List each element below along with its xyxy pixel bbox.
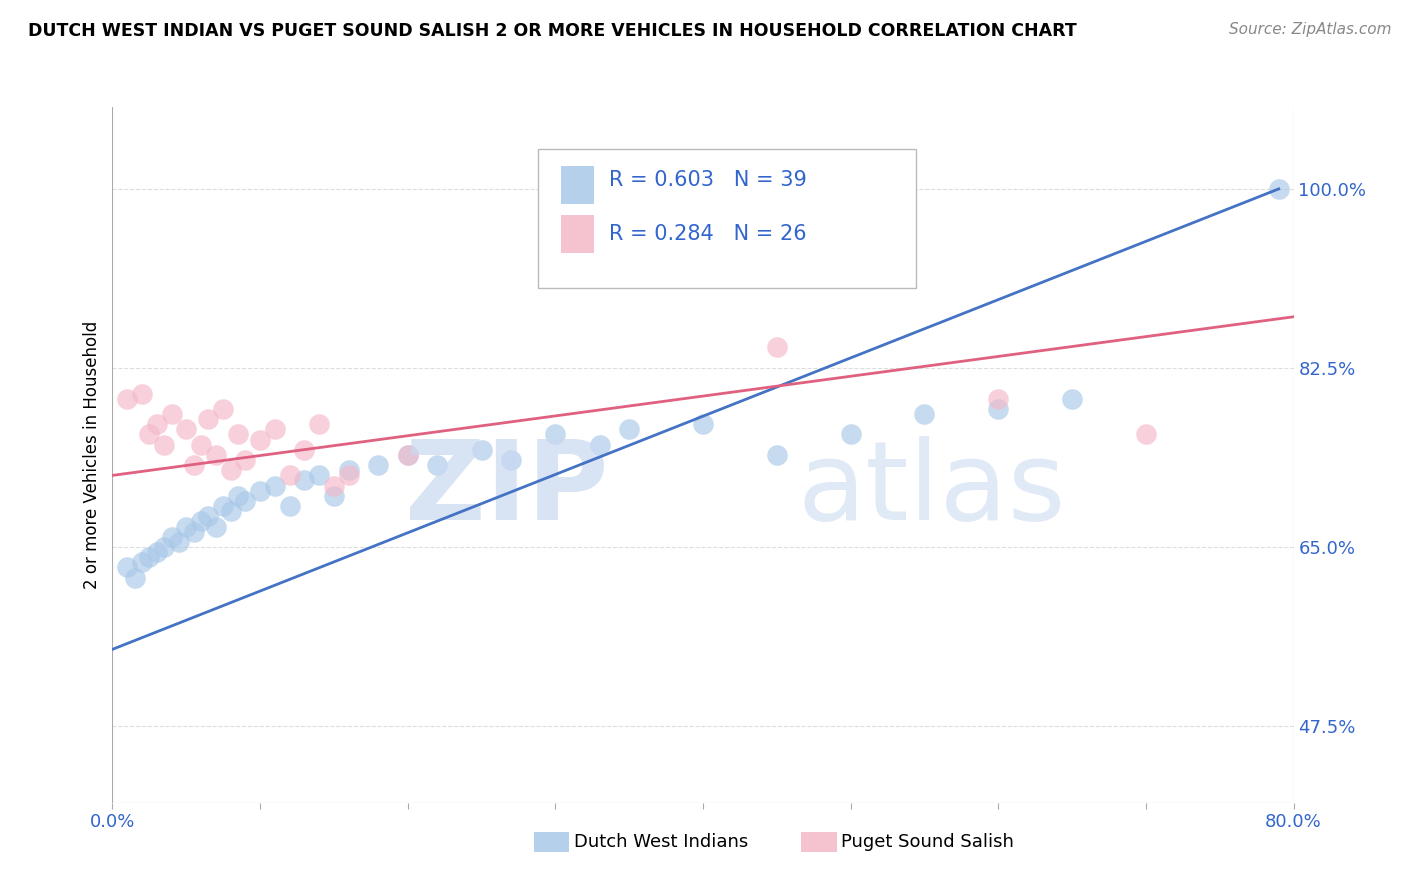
- Point: [117, 560, 138, 574]
- Point: [292, 442, 315, 457]
- Point: [226, 489, 249, 503]
- Point: [146, 545, 169, 559]
- Point: [396, 448, 419, 462]
- Point: [226, 427, 249, 442]
- Y-axis label: 2 or more Vehicles in Household: 2 or more Vehicles in Household: [83, 321, 101, 589]
- Point: [138, 427, 160, 442]
- Point: [766, 448, 789, 462]
- Point: [588, 438, 610, 452]
- Point: [167, 534, 190, 549]
- Point: [308, 417, 330, 432]
- Point: [183, 458, 205, 472]
- Point: [219, 463, 242, 477]
- Text: Puget Sound Salish: Puget Sound Salish: [841, 833, 1014, 851]
- Point: [249, 433, 271, 447]
- Text: R = 0.284   N = 26: R = 0.284 N = 26: [609, 225, 806, 244]
- Point: [190, 438, 212, 452]
- Point: [987, 401, 1010, 416]
- Point: [160, 530, 183, 544]
- Point: [264, 478, 287, 492]
- Point: [367, 458, 389, 472]
- Point: [278, 468, 301, 483]
- Point: [308, 468, 330, 483]
- Point: [174, 422, 197, 436]
- Point: [219, 504, 242, 518]
- Point: [501, 453, 523, 467]
- Point: [264, 422, 287, 436]
- Point: [766, 341, 789, 355]
- Point: [205, 519, 228, 533]
- Point: [197, 412, 219, 426]
- Text: DUTCH WEST INDIAN VS PUGET SOUND SALISH 2 OR MORE VEHICLES IN HOUSEHOLD CORRELAT: DUTCH WEST INDIAN VS PUGET SOUND SALISH …: [28, 22, 1077, 40]
- Point: [160, 407, 183, 421]
- Point: [212, 401, 235, 416]
- Point: [323, 478, 346, 492]
- Text: R = 0.603   N = 39: R = 0.603 N = 39: [609, 170, 807, 190]
- Point: [233, 453, 256, 467]
- Point: [117, 392, 138, 406]
- Point: [124, 571, 146, 585]
- Point: [138, 550, 160, 565]
- Point: [212, 499, 235, 513]
- Point: [174, 519, 197, 533]
- Point: [153, 438, 176, 452]
- Point: [131, 386, 153, 401]
- Point: [337, 463, 360, 477]
- Text: atlas: atlas: [797, 436, 1066, 543]
- Point: [692, 417, 714, 432]
- Point: [1062, 392, 1084, 406]
- Point: [153, 540, 176, 554]
- Point: [396, 448, 419, 462]
- Point: [544, 427, 567, 442]
- Bar: [561, 166, 595, 204]
- Point: [278, 499, 301, 513]
- Point: [987, 392, 1010, 406]
- Point: [1135, 427, 1157, 442]
- Point: [249, 483, 271, 498]
- Bar: [561, 215, 595, 253]
- Point: [190, 515, 212, 529]
- Point: [323, 489, 346, 503]
- Point: [205, 448, 228, 462]
- Point: [470, 442, 494, 457]
- Text: Source: ZipAtlas.com: Source: ZipAtlas.com: [1229, 22, 1392, 37]
- Text: Dutch West Indians: Dutch West Indians: [574, 833, 748, 851]
- Point: [197, 509, 219, 524]
- Point: [426, 458, 449, 472]
- Point: [131, 555, 153, 569]
- Point: [1268, 182, 1291, 196]
- Point: [914, 407, 936, 421]
- Point: [292, 474, 315, 488]
- FancyBboxPatch shape: [537, 149, 915, 288]
- Point: [619, 422, 641, 436]
- Text: ZIP: ZIP: [405, 436, 609, 543]
- Point: [233, 494, 256, 508]
- Point: [337, 468, 360, 483]
- Point: [146, 417, 169, 432]
- Point: [183, 524, 205, 539]
- Point: [839, 427, 862, 442]
